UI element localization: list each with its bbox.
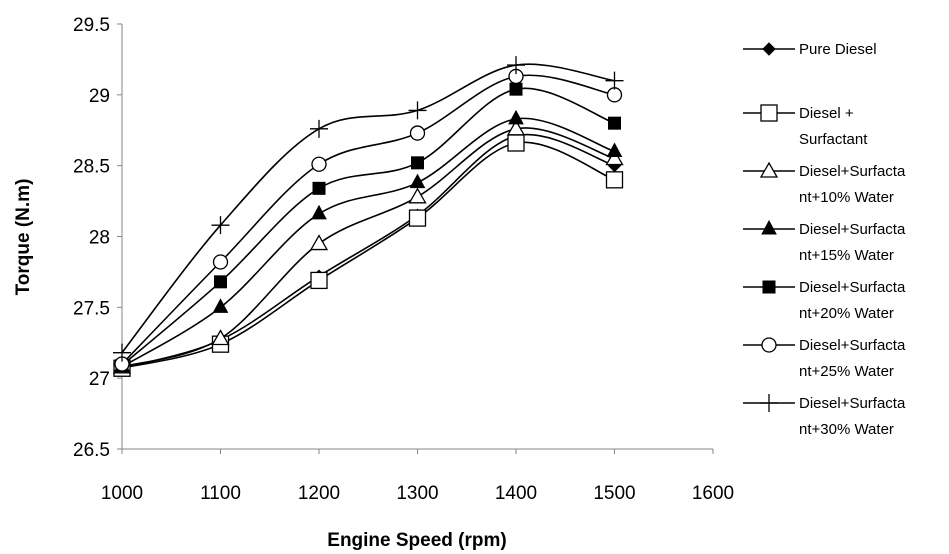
series-line (121, 133, 615, 370)
legend-item-3: Diesel+Surfacta nt+10% Water (743, 161, 906, 206)
data-point-marker (507, 56, 525, 75)
data-point-marker (411, 156, 424, 170)
data-point-marker (310, 271, 328, 290)
legend-item-7: Diesel+Surfacta nt+30% Water (743, 394, 906, 438)
legend-marker (760, 104, 778, 122)
series-line (121, 141, 615, 370)
data-point-marker (211, 329, 230, 346)
x-ticks: 1000 1100 1200 1300 1400 1500 1600 (101, 449, 734, 504)
legend-label: nt+25% Water (799, 363, 894, 380)
legend-label: Diesel + (799, 105, 854, 122)
legend-marker (760, 394, 778, 412)
x-tick-label: 1500 (593, 483, 635, 504)
legend-item-6: Diesel+Surfacta nt+25% Water (743, 337, 906, 380)
data-point-marker (311, 204, 327, 220)
y-tick-label: 27 (89, 369, 110, 390)
y-tick-label: 29.5 (73, 15, 110, 36)
legend-label: nt+15% Water (799, 247, 894, 264)
series-layer (112, 56, 624, 377)
data-point-marker (409, 173, 426, 189)
legend-marker (759, 161, 779, 178)
series-line (121, 117, 615, 368)
legend-label: Diesel+Surfacta (799, 395, 906, 412)
legend-label: Diesel+Surfacta (799, 163, 906, 180)
data-point-marker (408, 101, 427, 120)
series-5 (115, 82, 621, 372)
data-point-marker (608, 116, 621, 130)
data-point-marker (408, 187, 427, 204)
legend-marker (762, 42, 776, 56)
y-tick-label: 27.5 (73, 298, 110, 319)
data-point-marker (509, 82, 523, 96)
legend: Pure Diesel Diesel + Surfactant Diesel+Surf… (743, 41, 906, 438)
series-1 (115, 129, 622, 375)
x-tick-label: 1100 (200, 483, 241, 504)
data-point-marker (312, 181, 326, 195)
series-2 (113, 134, 624, 377)
y-tick-label: 28.5 (73, 157, 110, 178)
y-tick-label: 26.5 (73, 440, 110, 461)
x-axis-title: Engine Speed (rpm) (327, 530, 506, 551)
data-point-marker (605, 171, 624, 189)
legend-label: nt+10% Water (799, 189, 894, 206)
x-tick-label: 1400 (495, 483, 537, 504)
data-point-marker (508, 109, 524, 125)
legend-label: Diesel+Surfacta (799, 221, 906, 238)
data-point-marker (309, 234, 329, 251)
legend-label: nt+30% Water (799, 421, 894, 438)
data-point-marker (212, 254, 229, 270)
legend-label: Pure Diesel (799, 41, 877, 58)
data-point-marker (606, 142, 623, 157)
legend-label: Surfactant (799, 131, 868, 148)
series-line (121, 63, 615, 354)
series-6 (114, 68, 623, 372)
legend-label: nt+20% Water (799, 305, 894, 322)
legend-item-5: Diesel+Surfacta nt+20% Water (743, 279, 906, 322)
legend-marker (762, 280, 776, 294)
data-point-marker (310, 119, 328, 138)
data-point-marker (311, 156, 327, 172)
series-4 (114, 109, 623, 373)
x-tick-label: 1200 (298, 483, 340, 504)
x-tick-label: 1600 (692, 483, 734, 504)
legend-item-2: Diesel + Surfactant (743, 104, 868, 148)
data-point-marker (408, 209, 427, 227)
y-ticks: 26.5 27 27.5 28 28.5 29 29.5 (73, 15, 122, 461)
x-tick-label: 1300 (396, 483, 438, 504)
data-point-marker (409, 125, 426, 141)
data-point-marker (211, 216, 230, 235)
data-point-marker (605, 149, 624, 166)
legend-marker (761, 219, 777, 235)
data-point-marker (212, 298, 229, 313)
data-point-marker (113, 343, 131, 362)
y-tick-label: 29 (89, 86, 110, 107)
legend-item-4: Diesel+Surfacta nt+15% Water (743, 219, 906, 264)
legend-item-1: Pure Diesel (743, 41, 877, 58)
legend-marker (761, 337, 777, 353)
y-tick-label: 28 (89, 228, 110, 249)
data-point-marker (214, 275, 227, 289)
series-line (121, 74, 615, 365)
y-axis-title: Torque (N.m) (13, 179, 34, 296)
data-point-marker (605, 71, 624, 90)
data-point-marker (606, 87, 623, 103)
legend-label: Diesel+Surfacta (799, 337, 906, 354)
data-point-marker (507, 134, 525, 152)
series-7 (113, 56, 624, 362)
x-tick-label: 1000 (101, 483, 143, 504)
data-point-marker (506, 119, 526, 136)
legend-label: Diesel+Surfacta (799, 279, 906, 296)
